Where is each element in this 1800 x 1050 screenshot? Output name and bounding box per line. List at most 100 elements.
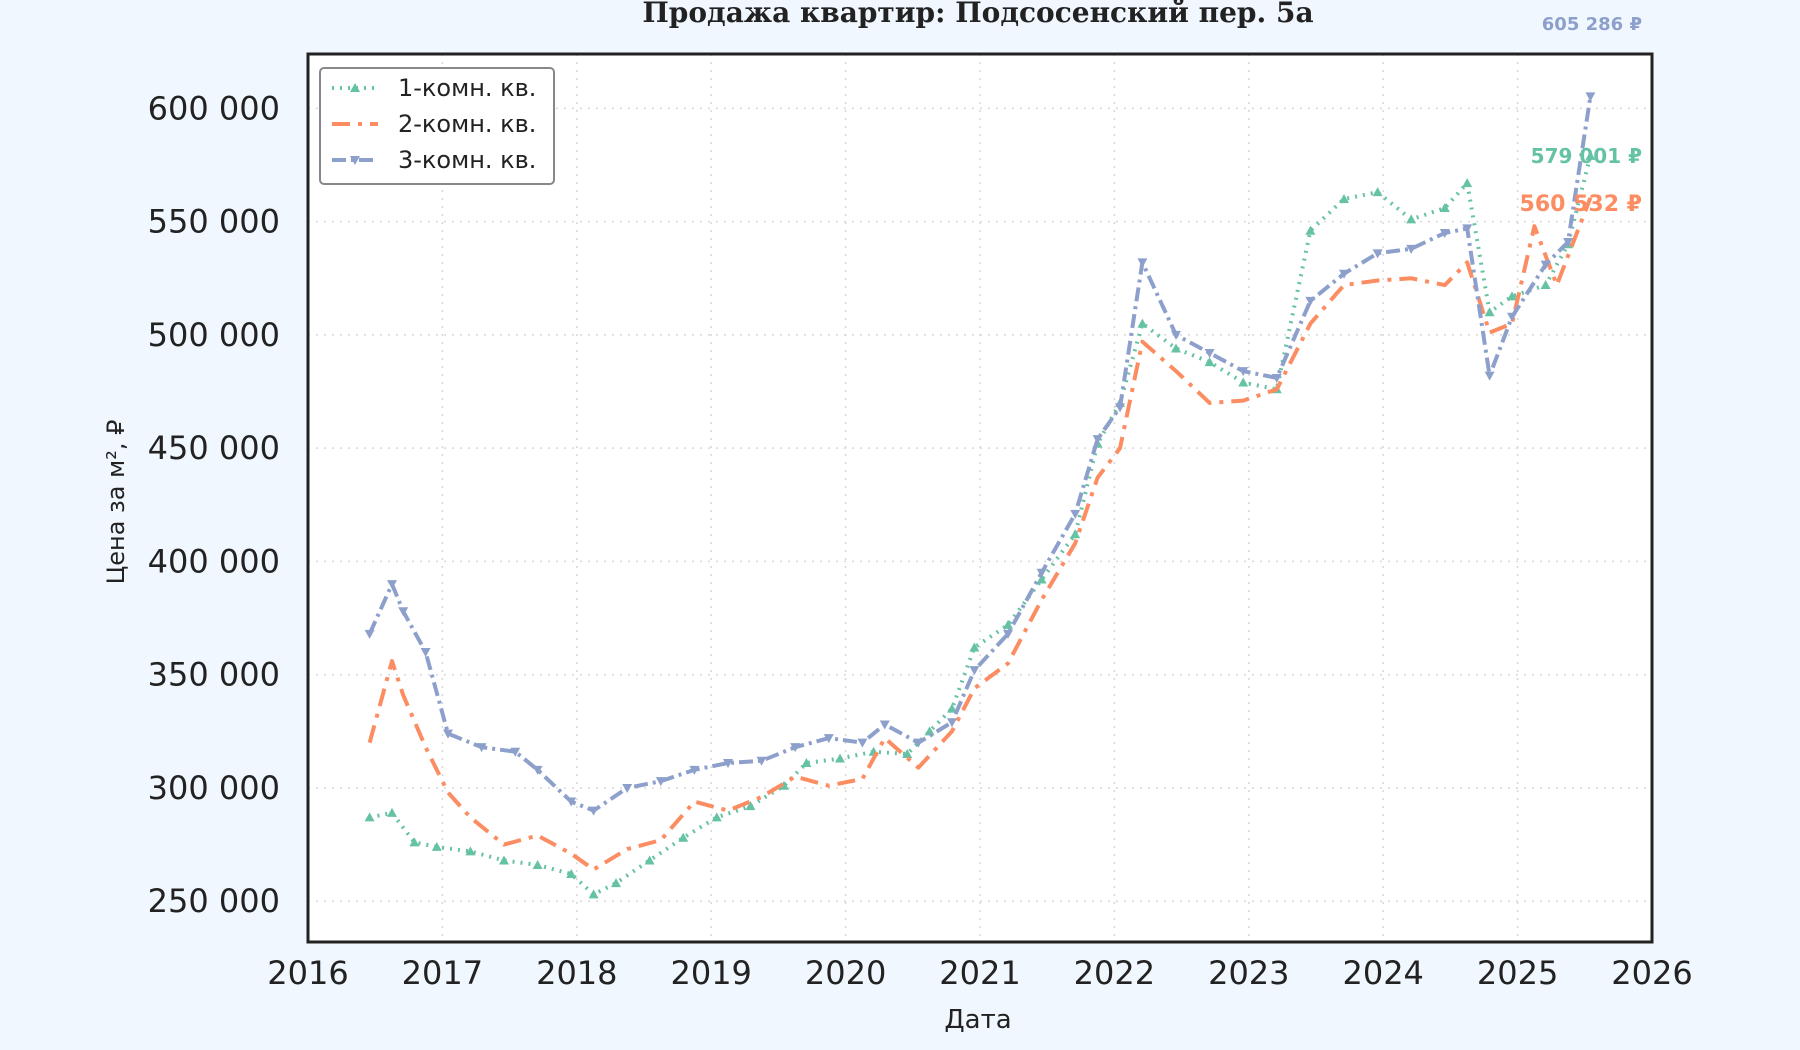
y-tick-label: 350 000 bbox=[148, 656, 280, 694]
data-point bbox=[1171, 330, 1181, 340]
data-point bbox=[1439, 228, 1450, 238]
data-point bbox=[857, 738, 868, 748]
data-point bbox=[1204, 357, 1215, 367]
data-point bbox=[532, 765, 543, 775]
data-point bbox=[1372, 249, 1383, 259]
data-point bbox=[969, 666, 980, 676]
data-point bbox=[1115, 403, 1125, 413]
end-labels: 579 001 ₽ 560 532 ₽ 605 286 ₽ bbox=[1520, 14, 1643, 217]
y-axis-label: Цена за м², ₽ bbox=[102, 420, 130, 585]
y-tick-label: 400 000 bbox=[148, 542, 280, 580]
x-tick-label: 2021 bbox=[939, 954, 1020, 992]
series-1 bbox=[364, 150, 1596, 899]
data-point bbox=[779, 780, 789, 790]
data-point bbox=[790, 743, 801, 753]
end-value-label: 579 001 ₽ bbox=[1531, 144, 1642, 168]
data-point bbox=[465, 846, 476, 856]
data-point bbox=[1540, 260, 1551, 270]
data-point bbox=[1372, 187, 1383, 197]
data-point bbox=[1003, 629, 1013, 639]
data-point bbox=[622, 783, 633, 793]
data-point bbox=[364, 812, 375, 822]
y-tick-label: 500 000 bbox=[148, 316, 280, 354]
y-tick-label: 550 000 bbox=[148, 203, 280, 241]
data-point bbox=[644, 855, 655, 865]
x-tick-label: 2017 bbox=[402, 954, 483, 992]
legend-label: 2-комн. кв. bbox=[398, 110, 536, 138]
plot-frame bbox=[306, 52, 1654, 944]
tick-labels: 2016 2017 2018 2019 2020 2021 2022 2023 2024 2025… bbox=[148, 89, 1693, 992]
data-point bbox=[1462, 224, 1473, 234]
data-point bbox=[510, 747, 521, 757]
data-point bbox=[1070, 509, 1081, 519]
data-point bbox=[364, 629, 375, 639]
data-point bbox=[879, 720, 890, 730]
data-point bbox=[1171, 343, 1181, 353]
data-point bbox=[969, 642, 980, 652]
data-point bbox=[1036, 574, 1047, 584]
data-point bbox=[913, 738, 924, 748]
data-point bbox=[588, 889, 599, 899]
data-point bbox=[835, 753, 845, 763]
data-point bbox=[1339, 269, 1349, 279]
x-tick-label: 2025 bbox=[1477, 954, 1558, 992]
data-point bbox=[1003, 619, 1013, 629]
data-point bbox=[499, 855, 509, 865]
data-point bbox=[801, 758, 812, 768]
data-point bbox=[689, 765, 700, 775]
data-point bbox=[723, 759, 733, 769]
data-point bbox=[1271, 373, 1282, 383]
data-point bbox=[823, 734, 834, 744]
series-3 bbox=[364, 92, 1596, 816]
data-point bbox=[711, 812, 722, 822]
data-point bbox=[947, 703, 957, 713]
legend-marker bbox=[350, 156, 360, 165]
legend-box bbox=[319, 67, 555, 185]
data-point bbox=[1507, 291, 1517, 301]
data-point bbox=[1563, 238, 1573, 248]
data-point bbox=[566, 869, 577, 879]
data-point bbox=[1484, 371, 1495, 381]
data-point bbox=[1439, 203, 1450, 213]
data-point bbox=[1137, 258, 1148, 268]
x-axis-label: Дата bbox=[944, 1005, 1011, 1035]
data-point bbox=[678, 832, 689, 842]
data-point bbox=[1238, 367, 1249, 377]
x-tick-label: 2016 bbox=[267, 954, 348, 992]
y-tick-label: 600 000 bbox=[148, 89, 280, 127]
series-layer bbox=[364, 92, 1596, 899]
data-point bbox=[1339, 193, 1349, 203]
data-point bbox=[1137, 318, 1148, 328]
data-point bbox=[1204, 349, 1215, 359]
grid bbox=[307, 54, 1653, 942]
data-point bbox=[588, 806, 599, 816]
data-point bbox=[1305, 225, 1316, 235]
data-point bbox=[756, 756, 767, 766]
legend-marker bbox=[350, 83, 360, 92]
data-point bbox=[1507, 312, 1517, 322]
data-point bbox=[1540, 280, 1551, 290]
data-point bbox=[1585, 92, 1596, 102]
x-tick-label: 2019 bbox=[670, 954, 751, 992]
data-point bbox=[398, 607, 409, 617]
data-point bbox=[611, 878, 621, 888]
series-line bbox=[367, 197, 1593, 872]
data-point bbox=[1238, 377, 1249, 387]
data-point bbox=[566, 797, 577, 807]
data-point bbox=[1070, 529, 1081, 539]
y-tick-label: 450 000 bbox=[148, 429, 280, 467]
data-point bbox=[745, 801, 756, 811]
series-2 bbox=[367, 197, 1593, 872]
x-tick-label: 2018 bbox=[536, 954, 617, 992]
data-point bbox=[431, 841, 442, 851]
data-point bbox=[476, 743, 487, 753]
end-value-label: 560 532 ₽ bbox=[1520, 192, 1642, 217]
data-point bbox=[1092, 435, 1103, 445]
data-point bbox=[1036, 568, 1047, 578]
data-point bbox=[655, 777, 666, 787]
data-point bbox=[532, 859, 543, 869]
x-tick-label: 2024 bbox=[1342, 954, 1423, 992]
x-tick-label: 2026 bbox=[1611, 954, 1692, 992]
data-point bbox=[1305, 296, 1316, 306]
